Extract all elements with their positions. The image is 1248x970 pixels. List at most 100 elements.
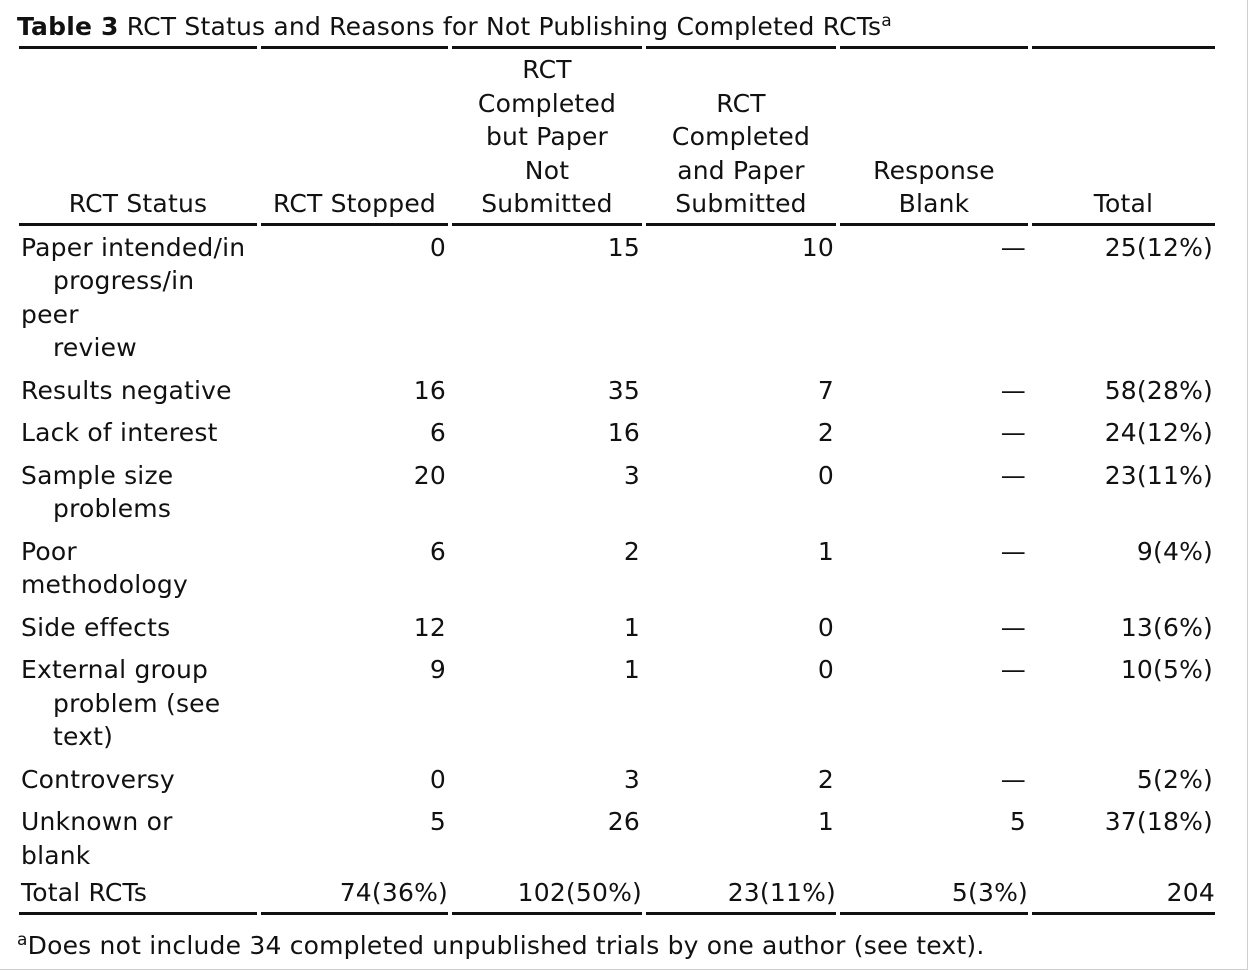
- table-cell: 16: [607, 418, 640, 448]
- table-cell: 58(28%): [1104, 375, 1213, 405]
- column-header: Response Blank: [840, 46, 1028, 226]
- row-status-cell: External group problem (see text): [19, 648, 257, 758]
- table-cell: —: [1000, 232, 1026, 262]
- total-cell: 5(3%): [840, 876, 1028, 916]
- table-cell: 9: [429, 655, 446, 685]
- row-status-line: Paper intended/in: [21, 232, 246, 262]
- table-row: Lack of interest 6 16 2 — 24(12%): [19, 411, 1215, 454]
- total-row: Total RCTs 74(36%) 102(50%) 23(11%) 5(3%) 204: [19, 876, 1215, 916]
- column-header-line: RCT: [522, 55, 572, 84]
- table-cell: —: [1000, 536, 1026, 566]
- table-cell: —: [1000, 418, 1026, 448]
- table-cell: 5(2%): [1136, 764, 1213, 794]
- row-status-line: Controversy: [21, 764, 175, 794]
- table-cell: —: [1000, 655, 1026, 685]
- column-header: Total: [1032, 46, 1215, 226]
- table-cell: —: [1000, 460, 1026, 490]
- table-cell: 6: [429, 536, 446, 566]
- row-status-line: methodology: [21, 570, 188, 600]
- table-cell: —: [1000, 612, 1026, 642]
- row-status-line: blank: [21, 840, 91, 870]
- table-cell: 13(6%): [1120, 612, 1213, 642]
- column-header-line: Total: [1093, 189, 1154, 219]
- table-cell: 1: [817, 536, 834, 566]
- column-header: RCT Stopped: [261, 46, 448, 226]
- row-status-line: Side effects: [21, 612, 171, 642]
- row-status-line: review: [53, 333, 137, 363]
- table-cell: 20: [413, 460, 446, 490]
- table-cell: 7: [817, 375, 834, 405]
- row-status-line: Sample size: [21, 460, 174, 490]
- row-status-line: problems: [53, 494, 172, 524]
- table-cell: 16: [413, 375, 446, 405]
- table-cell: 15: [607, 232, 640, 262]
- table-cell: 2: [817, 418, 834, 448]
- total-cell: 102(50%): [452, 876, 642, 916]
- row-status-cell: Unknown or blank: [19, 800, 257, 876]
- column-header: RCT Status: [19, 46, 257, 226]
- row-status-cell: Sample size problems: [19, 454, 257, 530]
- table-cell: 0: [817, 655, 834, 685]
- title-footnote-marker: a: [881, 11, 892, 31]
- footnote-marker: a: [17, 930, 28, 950]
- row-status-cell: Poor methodology: [19, 530, 257, 606]
- table-row: Side effects 12 1 0 — 13(6%): [19, 606, 1215, 649]
- table-cell: 2: [817, 764, 834, 794]
- total-row-label: Total RCTs: [19, 876, 257, 916]
- column-header-line: Blank: [898, 189, 970, 219]
- row-status-cell: Side effects: [19, 606, 257, 649]
- column-header-line: Completed: [671, 122, 811, 152]
- row-status-line: peer: [21, 299, 79, 329]
- column-header-line: Submitted: [675, 189, 807, 219]
- table-cell: 0: [817, 612, 834, 642]
- table-cell: 26: [607, 807, 640, 837]
- table-title-text: RCT Status and Reasons for Not Publishin…: [126, 12, 882, 41]
- column-header-line: RCT Status: [68, 189, 208, 219]
- table-cell: 1: [623, 655, 640, 685]
- table-cell: 10(5%): [1120, 655, 1213, 685]
- row-status-line: Lack of interest: [21, 418, 218, 448]
- table-cell: 9(4%): [1136, 536, 1213, 566]
- table-row: Controversy 0 3 2 — 5(2%): [19, 758, 1215, 801]
- table-title: Table 3 RCT Status and Reasons for Not P…: [17, 10, 892, 44]
- column-header: RCT Completed but Paper Not Submitted: [452, 46, 642, 226]
- table-body: Paper intended/in progress/in peer review 0 1…: [19, 226, 1215, 916]
- row-status-line: External group: [21, 655, 209, 685]
- column-header-line: but Paper: [485, 122, 609, 152]
- total-cell: 23(11%): [646, 876, 836, 916]
- data-table: RCT Status RCT Stopped RCT Completed but Pap…: [15, 46, 1219, 916]
- column-header-line: and Paper: [677, 155, 805, 185]
- column-header-line: Response: [873, 155, 995, 185]
- table-row: External group problem (see text) 9 1 0 — 10(5%…: [19, 648, 1215, 758]
- table-label: Table 3: [17, 12, 119, 41]
- table-cell: 25(12%): [1104, 232, 1213, 262]
- column-header: RCT Completed and Paper Submitted: [646, 46, 836, 226]
- table-cell: 35: [607, 375, 640, 405]
- table-footnote: aDoes not include 34 completed unpublish…: [17, 929, 985, 963]
- table-cell: —: [1000, 764, 1026, 794]
- table-cell: —: [1000, 375, 1026, 405]
- header-row: RCT Status RCT Stopped RCT Completed but Pap…: [19, 46, 1215, 226]
- row-status-cell: Lack of interest: [19, 411, 257, 454]
- table-cell: 24(12%): [1104, 418, 1213, 448]
- table-cell: 1: [623, 612, 640, 642]
- table-cell: 23(11%): [1104, 460, 1213, 490]
- row-status-line: progress/in: [53, 266, 195, 296]
- table-row: Poor methodology 6 2 1 — 9(4%): [19, 530, 1215, 606]
- table-cell: 5: [429, 807, 446, 837]
- column-header-line: Not: [524, 155, 570, 185]
- row-status-line: Poor: [21, 536, 77, 566]
- row-status-line: Unknown or: [21, 807, 173, 837]
- table-cell: 1: [817, 807, 834, 837]
- row-status-line: text): [53, 722, 114, 752]
- column-header-line: RCT: [716, 88, 766, 118]
- total-cell: 204: [1032, 876, 1215, 916]
- column-header-line: RCT Stopped: [273, 189, 436, 219]
- row-status-cell: Results negative: [19, 369, 257, 412]
- table-row: Unknown or blank 5 26 1 5 37(18%): [19, 800, 1215, 876]
- column-header-line: Completed: [477, 88, 617, 118]
- table-cell: 6: [429, 418, 446, 448]
- table-row: Paper intended/in progress/in peer review 0 1…: [19, 226, 1215, 369]
- table-cell: 10: [801, 232, 834, 262]
- table-row: Results negative 16 35 7 — 58(28%): [19, 369, 1215, 412]
